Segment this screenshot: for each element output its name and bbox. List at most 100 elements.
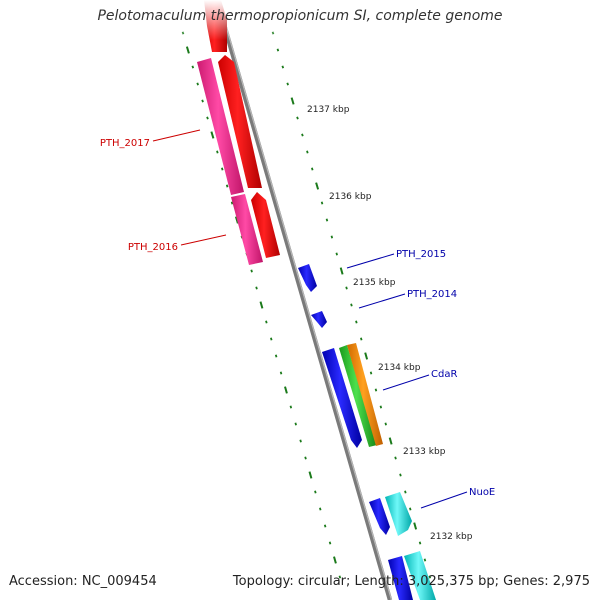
minor-tick <box>250 269 253 273</box>
gene-label-pth-2016[interactable]: PTH_2016 <box>128 242 178 253</box>
gene-label-cdar[interactable]: CdaR <box>431 369 457 380</box>
leader-cdar <box>382 374 430 391</box>
kbp-label-2135: 2135 kbp <box>353 278 396 288</box>
major-tick <box>339 267 344 275</box>
leader-pth-2015 <box>346 253 395 269</box>
minor-tick <box>350 303 353 307</box>
minor-tick <box>206 116 209 120</box>
leader-nuoe <box>420 491 468 509</box>
minor-tick <box>265 320 268 324</box>
minor-tick <box>196 82 199 86</box>
gene-label-pth-2017[interactable]: PTH_2017 <box>100 138 150 149</box>
feature-red-pth-2016 <box>251 192 280 258</box>
minor-tick <box>418 541 422 545</box>
major-tick <box>210 131 215 139</box>
genome-backbone-highlight <box>217 0 393 600</box>
minor-tick <box>345 286 348 290</box>
kbp-label-2136: 2136 kbp <box>329 192 372 202</box>
minor-tick <box>311 167 314 171</box>
leader-pth-2017 <box>152 129 201 142</box>
minor-tick <box>270 337 273 341</box>
minor-tick <box>423 558 427 562</box>
feature-green-cdar <box>339 345 377 447</box>
major-tick <box>234 216 239 224</box>
minor-tick <box>374 388 378 392</box>
minor-tick <box>201 99 204 103</box>
minor-tick <box>325 218 329 222</box>
feature-orange-cdar <box>347 343 383 446</box>
minor-tick <box>281 65 285 69</box>
minor-tick <box>404 490 407 494</box>
gene-label-pth-2014[interactable]: PTH_2014 <box>407 289 457 300</box>
feature-blue-pth-2014 <box>311 311 327 328</box>
major-tick <box>185 46 190 54</box>
leader-pth-2016 <box>180 234 227 246</box>
kbp-label-2133: 2133 kbp <box>403 447 446 457</box>
genome-summary: Topology: circular; Length: 3,025,375 bp… <box>232 574 590 589</box>
minor-tick <box>299 439 302 443</box>
kbp-label-2134: 2134 kbp <box>378 363 421 373</box>
feature-blue-nuoe <box>369 498 390 535</box>
minor-tick <box>360 337 363 341</box>
genome-backbone <box>214 0 393 600</box>
leader-pth-2014 <box>358 293 406 309</box>
feature-red-pth-2017 <box>218 55 262 188</box>
minor-tick <box>320 201 324 205</box>
minor-tick <box>221 167 224 171</box>
major-tick <box>284 386 288 394</box>
feature-cyan-nuoe <box>385 492 412 536</box>
major-tick <box>315 182 320 190</box>
minor-tick <box>335 252 338 256</box>
minor-tick <box>225 184 229 188</box>
minor-tick <box>314 490 317 494</box>
major-tick <box>290 97 295 105</box>
minor-tick <box>191 65 195 69</box>
major-tick <box>413 522 418 530</box>
minor-tick <box>355 320 358 324</box>
feature-blue-bottom <box>388 556 413 600</box>
minor-tick <box>330 235 334 239</box>
feature-blue-cdar-left <box>322 348 362 448</box>
minor-tick <box>306 150 309 154</box>
minor-tick <box>394 456 397 460</box>
minor-tick <box>399 473 402 477</box>
minor-tick <box>409 507 412 511</box>
major-tick <box>388 437 393 445</box>
major-tick <box>259 301 264 309</box>
minor-tick <box>369 371 373 375</box>
minor-tick <box>384 422 387 426</box>
minor-tick <box>274 354 278 358</box>
accession-label: Accession: NC_009454 <box>9 574 157 589</box>
feature-pink-pth-2017 <box>197 58 244 195</box>
kbp-label-2137: 2137 kbp <box>307 105 350 115</box>
minor-tick <box>379 405 383 409</box>
kbp-label-2132: 2132 kbp <box>430 532 473 542</box>
major-tick <box>308 471 313 479</box>
minor-tick <box>428 575 432 579</box>
gene-label-nuoe[interactable]: NuoE <box>469 487 495 498</box>
major-tick <box>364 352 369 360</box>
minor-tick <box>255 286 258 290</box>
gene-label-pth-2015[interactable]: PTH_2015 <box>396 249 446 260</box>
top-fade <box>0 0 600 40</box>
minor-tick <box>301 133 304 137</box>
minor-tick <box>319 507 322 511</box>
minor-tick <box>276 48 280 52</box>
minor-tick <box>230 201 234 205</box>
major-tick <box>333 556 337 564</box>
minor-tick <box>216 150 219 154</box>
feature-pink-pth-2016 <box>231 194 263 265</box>
minor-tick <box>323 524 327 528</box>
minor-tick <box>338 575 342 579</box>
minor-tick <box>289 405 293 409</box>
minor-tick <box>296 116 299 120</box>
minor-tick <box>328 541 332 545</box>
minor-tick <box>294 422 297 426</box>
feature-cyan-bottom <box>404 551 436 600</box>
feature-blue-pth-2015 <box>298 264 317 292</box>
minor-tick <box>286 82 289 86</box>
map-title: Pelotomaculum thermopropionicum SI, comp… <box>97 8 503 24</box>
minor-tick <box>279 371 283 375</box>
minor-tick <box>304 456 307 460</box>
